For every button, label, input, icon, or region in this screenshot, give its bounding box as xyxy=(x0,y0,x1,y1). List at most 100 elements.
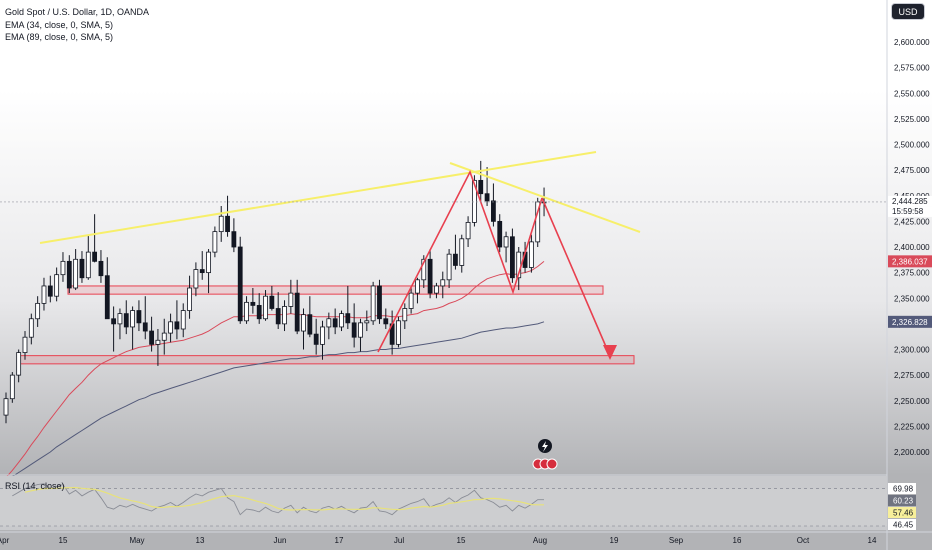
rsi-badge: 57.46 xyxy=(888,507,916,518)
candle xyxy=(225,195,230,237)
candle-body xyxy=(142,322,148,332)
x-tick-label: 17 xyxy=(335,536,344,545)
ema89-badge-bg xyxy=(888,315,932,328)
candle-body xyxy=(3,398,9,416)
y-tick-label: 2,250.000 xyxy=(894,397,930,406)
currency-button[interactable]: USD xyxy=(891,3,925,20)
rsi-pane-bg xyxy=(0,476,887,530)
x-tick-label: May xyxy=(129,536,144,545)
candle-body xyxy=(199,269,205,274)
candle-body xyxy=(396,320,401,345)
candle xyxy=(320,320,325,360)
candle xyxy=(491,183,496,227)
y-tick-label: 2,525.000 xyxy=(894,115,930,124)
candle xyxy=(206,249,211,294)
x-tick-label: Jun xyxy=(274,536,287,545)
candle xyxy=(408,288,414,314)
candle xyxy=(263,290,268,321)
candle xyxy=(117,308,123,340)
candle-body xyxy=(79,258,85,279)
candle xyxy=(92,214,98,263)
candle xyxy=(339,310,344,332)
ema89-badge: 2,326.828 xyxy=(888,315,932,328)
candle-body xyxy=(111,318,117,325)
candle xyxy=(155,329,161,366)
candle-body xyxy=(351,322,357,338)
candle-body xyxy=(358,322,363,338)
ema34-badge-bg xyxy=(888,255,932,268)
candle-body xyxy=(117,313,123,325)
candle xyxy=(136,300,142,332)
last-price-badge-bg xyxy=(888,195,932,207)
rsi-badge-text: 46.45 xyxy=(893,521,914,530)
candle xyxy=(440,271,446,299)
rsi-badge-text: 60.23 xyxy=(893,497,914,506)
y-tick-label: 2,300.000 xyxy=(894,346,930,355)
y-tick-label: 2,475.000 xyxy=(894,166,930,175)
ema34-legend[interactable]: EMA (34, close, 0, SMA, 5) xyxy=(5,20,114,30)
y-tick-label: 2,375.000 xyxy=(894,269,930,278)
ema89-line xyxy=(5,321,545,482)
y-tick-label: 2,575.000 xyxy=(894,64,930,73)
candle xyxy=(509,228,515,283)
pattern-zigzag xyxy=(377,169,543,353)
candle-body xyxy=(440,279,446,287)
symbol-legend[interactable]: Gold Spot / U.S. Dollar, 1D, OANDA xyxy=(5,7,150,17)
projection-arrow-head xyxy=(603,345,617,360)
x-tick-label: Oct xyxy=(797,536,810,545)
candle-body xyxy=(497,220,503,248)
rsi-badge-bg xyxy=(888,483,916,494)
candle-body xyxy=(434,285,439,294)
candle xyxy=(199,251,205,280)
candle-body xyxy=(427,258,433,294)
y-tick-label: 2,600.000 xyxy=(894,38,930,47)
candle xyxy=(16,349,22,383)
ema89-legend[interactable]: EMA (89, close, 0, SMA, 5) xyxy=(5,32,114,42)
ema34-badge: 2,386.037 xyxy=(888,255,932,268)
rsi-badge: 46.45 xyxy=(888,519,916,530)
candle xyxy=(79,251,85,283)
ema34-line xyxy=(5,261,545,478)
candle xyxy=(193,262,199,297)
candle xyxy=(484,167,490,206)
candle-body xyxy=(155,339,161,345)
rsi-legend[interactable]: RSI (14, close) xyxy=(5,481,65,491)
candle-body xyxy=(282,306,287,325)
candle xyxy=(98,250,104,283)
candle-body xyxy=(503,236,509,248)
candle-body xyxy=(288,292,294,307)
candle xyxy=(104,257,110,320)
candle xyxy=(9,372,15,403)
rsi-badge-text: 57.46 xyxy=(893,509,914,518)
candle-body xyxy=(339,313,344,328)
support-zone xyxy=(19,355,635,365)
x-tick-label: Apr xyxy=(0,536,10,545)
candle-body xyxy=(218,215,224,233)
candle xyxy=(54,267,60,302)
candle xyxy=(212,226,218,258)
candle-body xyxy=(22,336,28,353)
candle-body xyxy=(41,285,47,304)
candle xyxy=(269,285,275,311)
y-tick-label: 2,500.000 xyxy=(894,141,930,150)
candle xyxy=(180,303,186,338)
candle xyxy=(60,252,66,282)
x-tick-label: 15 xyxy=(59,536,68,545)
candle xyxy=(370,281,376,325)
candle xyxy=(446,249,452,288)
candle-body xyxy=(320,326,325,345)
candle-body xyxy=(16,352,22,376)
x-tick-label: 15 xyxy=(457,536,466,545)
candle-body xyxy=(509,236,515,279)
lightning-icon xyxy=(542,441,548,452)
candle xyxy=(351,303,357,348)
candle-body xyxy=(472,179,477,223)
y-tick-label: 2,550.000 xyxy=(894,89,930,98)
ema34-badge-text: 2,386.037 xyxy=(892,257,928,266)
candle-body xyxy=(446,253,452,281)
candle-body xyxy=(301,314,306,332)
candle xyxy=(275,292,281,329)
candle xyxy=(41,277,47,311)
candle-body xyxy=(294,292,300,332)
candle xyxy=(503,231,509,263)
